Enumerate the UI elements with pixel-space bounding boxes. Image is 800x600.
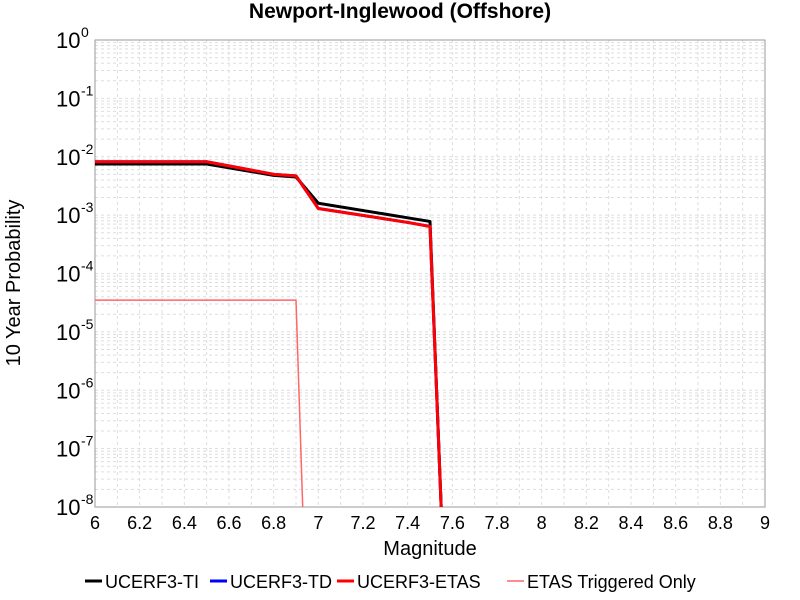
y-tick-exponent: -5 [81, 316, 94, 332]
x-tick-label: 9 [760, 513, 770, 533]
y-tick: 10 -1 [56, 82, 94, 111]
y-tick-base: 10 [56, 437, 80, 462]
y-tick-base: 10 [56, 495, 80, 520]
y-tick: 10 -7 [56, 433, 94, 462]
grid [94, 40, 766, 508]
y-tick: 10 -8 [56, 491, 94, 520]
y-tick-exponent: -6 [81, 374, 94, 390]
y-tick-base: 10 [56, 86, 80, 111]
x-tick-label: 6.2 [127, 513, 152, 533]
series-line-3 [95, 299, 304, 508]
x-tick-label: 8.8 [708, 513, 733, 533]
y-tick-base: 10 [56, 203, 80, 228]
x-tick-label: 7.4 [395, 513, 420, 533]
legend-label: ETAS Triggered Only [527, 572, 696, 592]
y-tick-base: 10 [56, 145, 80, 170]
legend-item: ETAS Triggered Only [507, 572, 696, 592]
y-tick-exponent: -8 [81, 491, 94, 507]
x-tick-label: 6.8 [261, 513, 286, 533]
y-tick-exponent: -1 [81, 82, 94, 98]
x-tick-label: 7.8 [484, 513, 509, 533]
x-tick-label: 7.6 [440, 513, 465, 533]
y-axis-label: 10 Year Probability [3, 200, 25, 367]
x-axis-ticks: 6 6.2 6.4 6.6 6.8 7 7.2 7.4 7.6 7.8 8 8.2 8.4 8.6 8.8 9 [90, 513, 770, 533]
legend-item: UCERF3-TD [210, 572, 332, 592]
x-tick-label: 8.2 [574, 513, 599, 533]
y-tick-base: 10 [56, 28, 80, 53]
y-tick-exponent: -2 [81, 141, 94, 157]
x-tick-label: 6 [90, 513, 100, 533]
series-line-0 [95, 162, 443, 508]
legend: UCERF3-TI UCERF3-TD UCERF3-ETAS ETAS Trigge… [85, 572, 696, 592]
y-tick: 10 -2 [56, 141, 94, 170]
y-tick-base: 10 [56, 320, 80, 345]
legend-item: UCERF3-ETAS [337, 572, 481, 592]
y-tick-exponent: -4 [81, 258, 94, 274]
x-tick-label: 8 [537, 513, 547, 533]
plot-frame [94, 39, 766, 508]
legend-label: UCERF3-TI [105, 572, 199, 592]
y-tick: 10 -3 [56, 199, 94, 228]
legend-item: UCERF3-TI [85, 572, 199, 592]
y-tick: 10 -6 [56, 374, 94, 403]
series-line-2 [95, 160, 443, 508]
y-tick: 10 0 [56, 24, 89, 53]
x-axis-label: Magnitude [383, 538, 476, 560]
legend-label: UCERF3-ETAS [357, 572, 481, 592]
x-tick-label: 8.4 [618, 513, 643, 533]
x-tick-label: 8.6 [663, 513, 688, 533]
x-tick-label: 6.4 [172, 513, 197, 533]
y-tick-base: 10 [56, 378, 80, 403]
chart-title: Newport-Inglewood (Offshore) [249, 0, 551, 23]
x-tick-label: 6.6 [216, 513, 241, 533]
series-layer [95, 160, 443, 508]
y-tick-base: 10 [56, 262, 80, 287]
y-tick-exponent: -7 [81, 433, 94, 449]
y-tick-exponent: -3 [81, 199, 94, 215]
y-tick-exponent: 0 [81, 24, 89, 40]
y-tick: 10 -4 [56, 258, 94, 287]
y-tick: 10 -5 [56, 316, 94, 345]
x-tick-label: 7 [313, 513, 323, 533]
x-tick-label: 7.2 [350, 513, 375, 533]
legend-label: UCERF3-TD [230, 572, 332, 592]
